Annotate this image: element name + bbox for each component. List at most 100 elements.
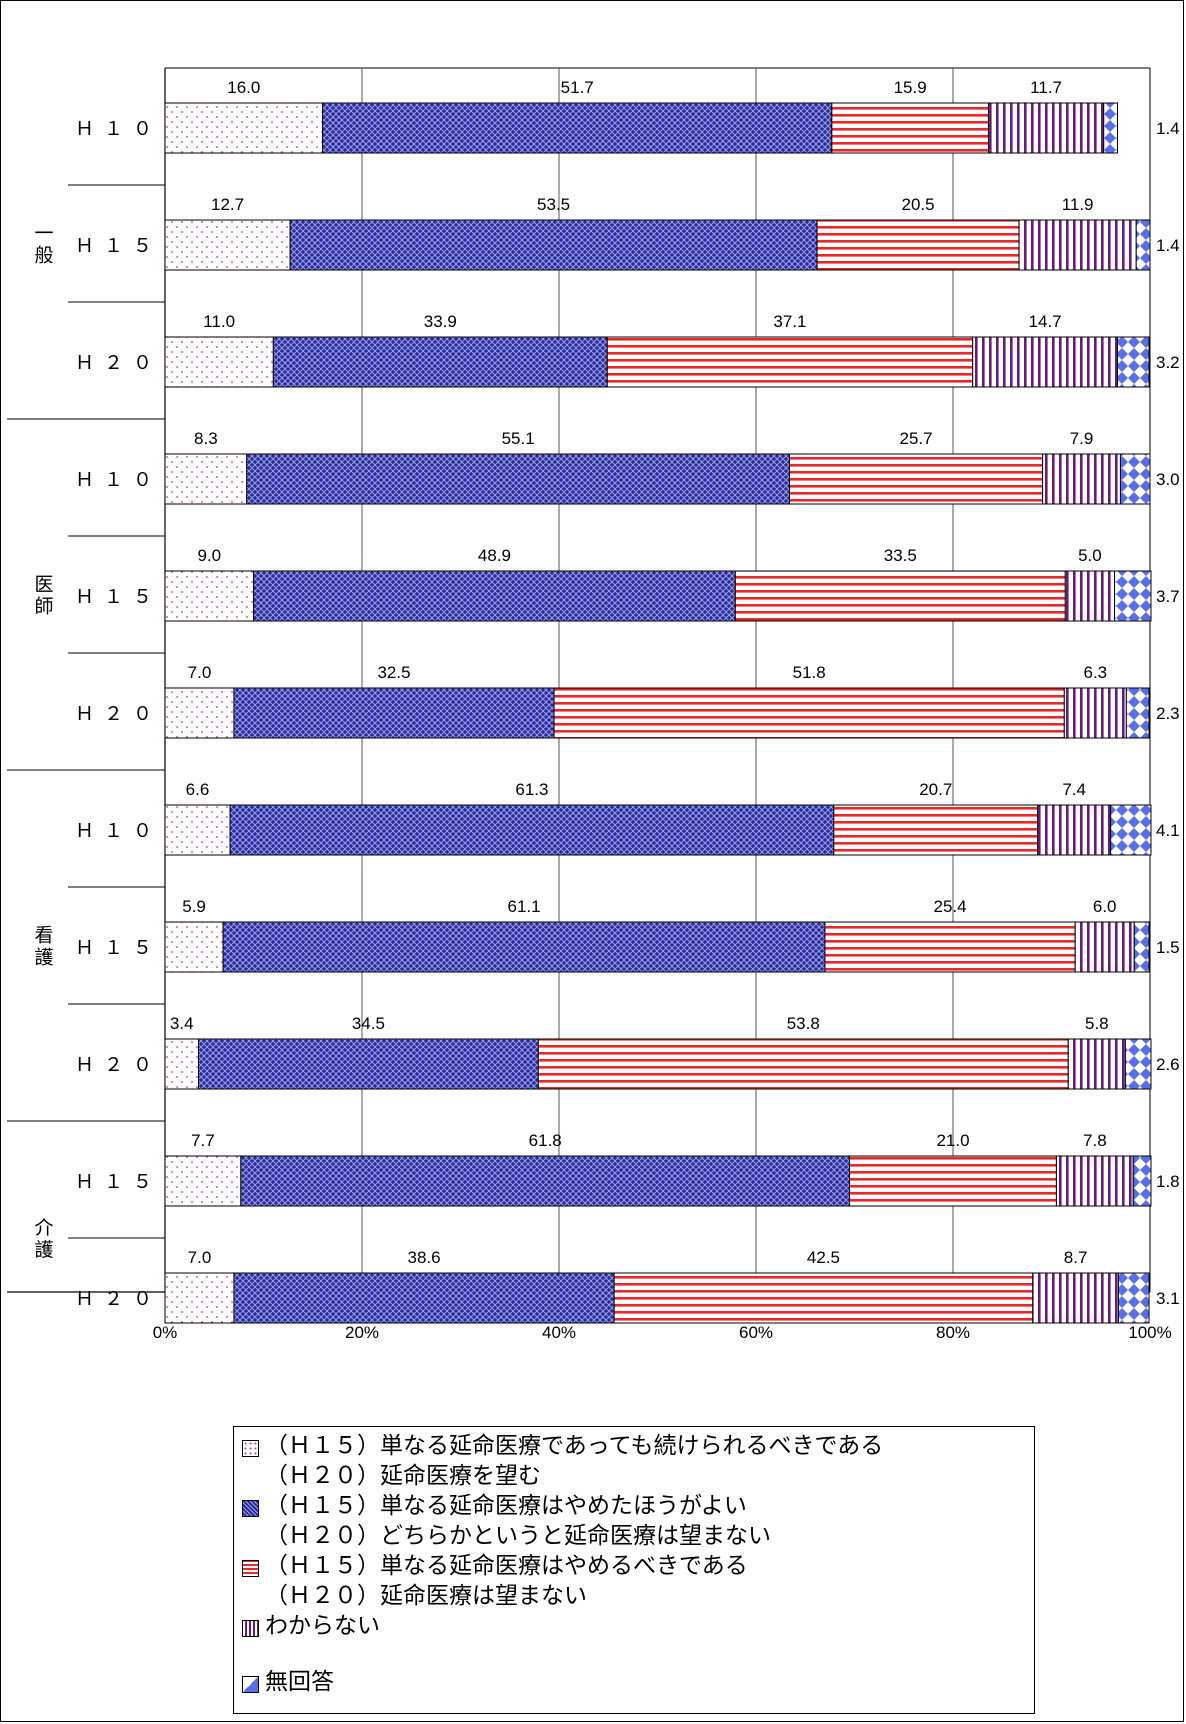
bar-segment-no-answer — [1132, 1155, 1152, 1207]
legend-text: わからない — [265, 1613, 380, 1639]
bar-segment-dont-know — [1037, 804, 1112, 856]
row-label: Ｈ１５ — [75, 937, 162, 959]
bar-segment-stop-should — [833, 804, 1039, 856]
data-label: 11.7 — [1030, 78, 1062, 97]
data-label: 7.0 — [188, 1248, 212, 1267]
data-label: 7.9 — [1070, 429, 1094, 448]
bar-segment-dont-know — [987, 102, 1105, 154]
data-label: 38.6 — [408, 1248, 441, 1267]
bar-segment-stop-should — [537, 1038, 1069, 1090]
bar-segment-stop-preferable — [240, 1155, 851, 1207]
data-label: 8.3 — [194, 429, 218, 448]
group-label: 護 — [34, 947, 53, 969]
data-label: 1.5 — [1156, 938, 1180, 957]
data-label: 6.0 — [1093, 897, 1117, 916]
data-label: 3.1 — [1156, 1289, 1180, 1308]
x-tick-label: 0% — [153, 1323, 178, 1342]
bar-segment-continue — [164, 570, 255, 622]
bar-segment-no-answer — [1119, 453, 1151, 505]
row-label: Ｈ２０ — [75, 1054, 162, 1076]
data-label: 34.5 — [352, 1014, 385, 1033]
bar-segment-continue — [164, 336, 274, 388]
data-label: 55.1 — [502, 429, 535, 448]
legend-swatch — [242, 1440, 259, 1457]
bar-segment-stop-should — [816, 219, 1020, 271]
data-label: 20.7 — [919, 780, 952, 799]
bar-segment-dont-know — [1067, 1038, 1126, 1090]
data-label: 3.7 — [1156, 587, 1180, 606]
data-label: 6.6 — [186, 780, 210, 799]
bar-segment-dont-know — [1063, 687, 1127, 739]
data-label: 11.0 — [203, 312, 235, 331]
data-label: 3.2 — [1156, 353, 1180, 372]
data-label: 4.1 — [1156, 821, 1180, 840]
data-label: 8.7 — [1064, 1248, 1088, 1267]
legend-text: （Ｈ２０）どちらかというと延命医療は望まない — [265, 1523, 771, 1549]
legend-text: （Ｈ１５）単なる延命医療はやめたほうがよい — [265, 1493, 747, 1519]
group-label: 医 — [34, 574, 53, 596]
group-label: 一 — [34, 223, 53, 245]
legend-text: 無回答 — [265, 1669, 334, 1695]
bar-segment-no-answer — [1117, 1272, 1150, 1324]
data-label: 7.7 — [191, 1131, 215, 1150]
row-label: Ｈ２０ — [75, 703, 162, 725]
data-label: 3.0 — [1156, 470, 1180, 489]
legend-text: （Ｈ１５）単なる延命医療であっても続けられるべきである — [265, 1433, 884, 1459]
legend-text: （Ｈ１５）単なる延命医療はやめるべきである — [265, 1553, 748, 1579]
bar-segment-no-answer — [1103, 102, 1118, 154]
data-label: 7.8 — [1083, 1131, 1107, 1150]
group-label: 護 — [34, 1239, 53, 1261]
legend-text: （Ｈ２０）延命医療は望まない — [265, 1583, 587, 1609]
bar-segment-continue — [164, 219, 291, 271]
data-label: 5.9 — [182, 897, 206, 916]
data-label: 53.5 — [537, 195, 570, 214]
bar-segment-no-answer — [1124, 1038, 1152, 1090]
bar-segment-stop-preferable — [197, 1038, 539, 1090]
bar-segment-stop-preferable — [233, 687, 555, 739]
bar-segment-dont-know — [1074, 921, 1135, 973]
row-label: Ｈ１０ — [75, 118, 162, 140]
x-tick-label: 80% — [936, 1323, 970, 1342]
bar-segment-stop-preferable — [233, 1272, 615, 1324]
data-label: 12.7 — [211, 195, 244, 214]
bar-segment-no-answer — [1135, 219, 1151, 271]
bar-segment-no-answer — [1110, 804, 1152, 856]
bar-segment-continue — [164, 453, 248, 505]
bar-segment-dont-know — [1032, 1272, 1119, 1324]
legend-swatch — [242, 1676, 259, 1693]
data-label: 20.5 — [901, 195, 934, 214]
bar-segment-continue — [164, 687, 235, 739]
bar-segment-dont-know — [1055, 1155, 1134, 1207]
data-label: 32.5 — [377, 663, 410, 682]
legend-item-no-answer: 無回答 — [240, 1667, 1034, 1697]
bar-segment-dont-know — [1018, 219, 1137, 271]
bar-segment-dont-know — [972, 336, 1118, 388]
group-label: 介 — [34, 1217, 53, 1239]
bar-segment-stop-preferable — [229, 804, 835, 856]
data-label: 33.9 — [424, 312, 457, 331]
legend-item-continue: （Ｈ１５）単なる延命医療であっても続けられるべきである （Ｈ２０）延命医療を望む — [240, 1431, 1034, 1491]
data-label: 42.5 — [807, 1248, 840, 1267]
bar-segment-stop-preferable — [253, 570, 736, 622]
data-label: 11.9 — [1062, 195, 1094, 214]
bar-segment-continue — [164, 1155, 242, 1207]
data-label: 9.0 — [198, 546, 222, 565]
row-label: Ｈ１０ — [75, 820, 162, 842]
bar-segment-stop-preferable — [272, 336, 608, 388]
data-label: 25.4 — [933, 897, 966, 916]
data-label: 21.0 — [936, 1131, 969, 1150]
legend: （Ｈ１５）単なる延命医療であっても続けられるべきである （Ｈ２０）延命医療を望む（… — [233, 1426, 1035, 1714]
row-label: Ｈ２０ — [75, 1288, 162, 1310]
data-label: 1.8 — [1156, 1172, 1180, 1191]
bar-segment-stop-should — [613, 1272, 1034, 1324]
data-label: 1.4 — [1156, 236, 1180, 255]
row-label: Ｈ１５ — [75, 586, 162, 608]
bar-segment-continue — [164, 1038, 199, 1090]
bar-segment-stop-preferable — [222, 921, 826, 973]
bar-segment-no-answer — [1114, 570, 1152, 622]
bar-segment-stop-preferable — [322, 102, 833, 154]
bar-segment-dont-know — [1042, 453, 1121, 505]
data-label: 53.8 — [787, 1014, 820, 1033]
